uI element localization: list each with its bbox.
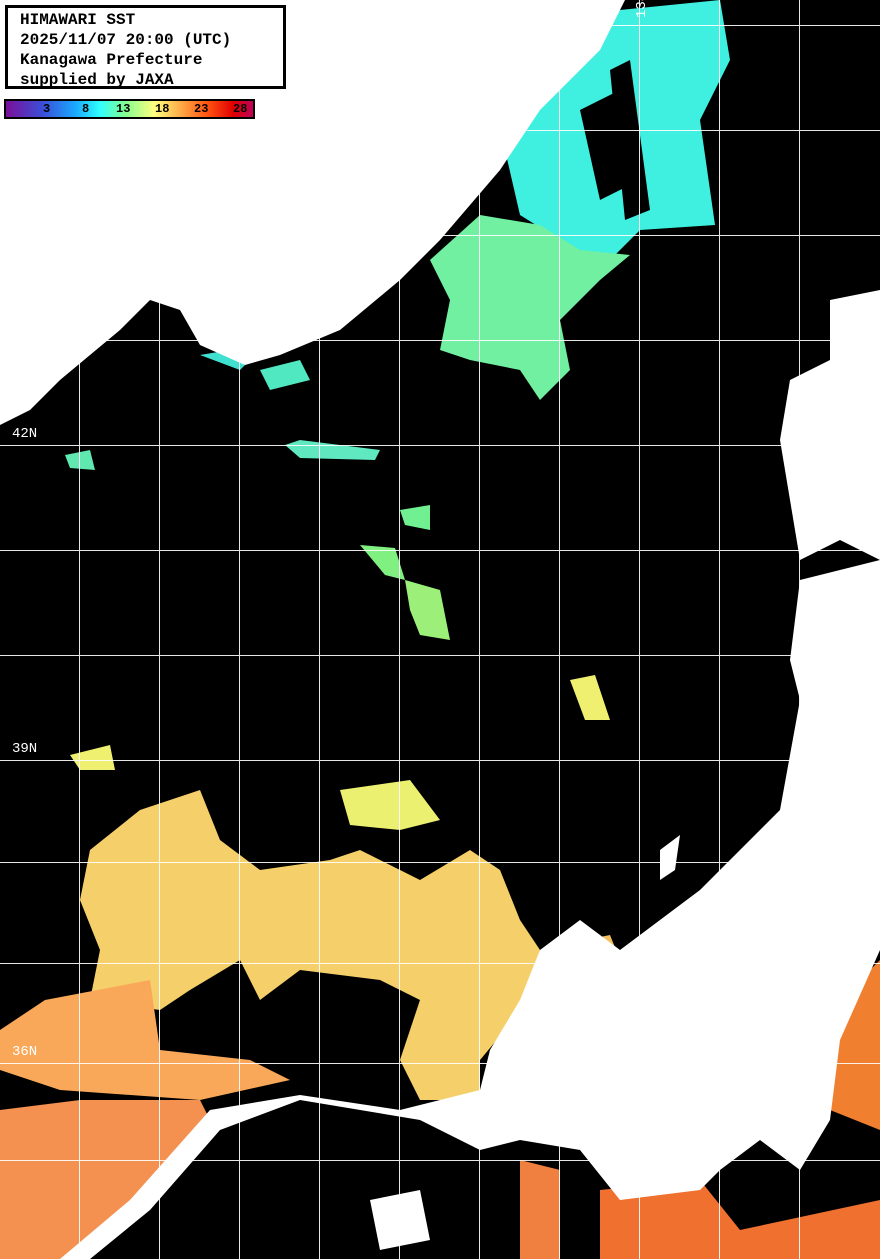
scale-tick: 3 — [43, 102, 51, 116]
scale-tick: 13 — [116, 102, 131, 116]
color-scale-bar: 3 8 13 18 23 28 — [4, 99, 255, 119]
scale-tick: 18 — [155, 102, 170, 116]
lat-label-42n: 42N — [12, 426, 38, 442]
scale-tick: 23 — [194, 102, 209, 116]
lat-label-39n: 39N — [12, 741, 38, 757]
title-line: HIMAWARI SST — [20, 11, 136, 29]
region-line: Kanagawa Prefecture — [20, 51, 203, 69]
scale-tick: 8 — [82, 102, 90, 116]
lon-label-138e: 138E — [634, 0, 650, 18]
lat-label-36n: 36N — [12, 1044, 38, 1060]
title-box: HIMAWARI SST 2025/11/07 20:00 (UTC) Kana… — [5, 5, 286, 89]
datetime-line: 2025/11/07 20:00 (UTC) — [20, 31, 232, 49]
credit-line: supplied by JAXA — [20, 71, 174, 89]
scale-tick: 28 — [233, 102, 248, 116]
